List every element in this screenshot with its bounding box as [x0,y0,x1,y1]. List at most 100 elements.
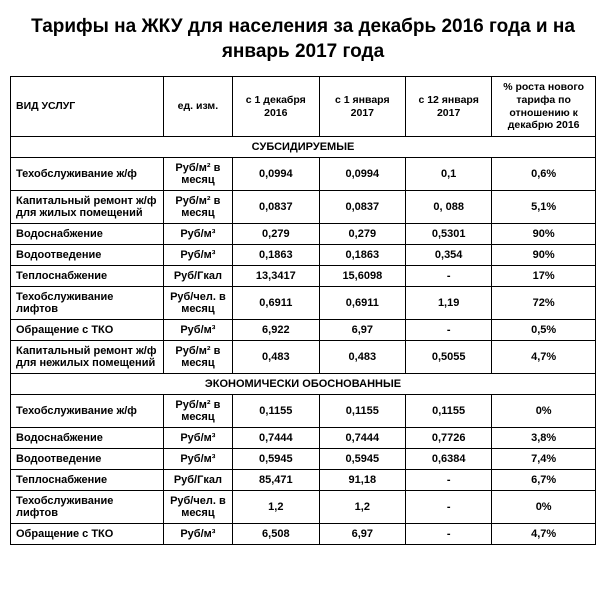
cell-dec2016: 0,5945 [233,448,320,469]
cell-unit: Руб/м³ [163,244,232,265]
cell-jan12-2017: 0,7726 [406,427,492,448]
cell-jan2017: 0,7444 [319,427,405,448]
table-row: ВодоотведениеРуб/м³0,18630,18630,35490% [11,244,596,265]
table-row: ВодоотведениеРуб/м³0,59450,59450,63847,4… [11,448,596,469]
cell-jan2017: 0,0837 [319,190,405,223]
cell-dec2016: 0,6911 [233,286,320,319]
cell-service: Техобслуживание лифтов [11,490,164,523]
cell-jan12-2017: 0,5055 [406,340,492,373]
cell-growth: 3,8% [492,427,596,448]
cell-growth: 5,1% [492,190,596,223]
cell-growth: 0,6% [492,157,596,190]
cell-growth: 7,4% [492,448,596,469]
header-service: ВИД УСЛУГ [11,77,164,136]
cell-jan2017: 0,279 [319,223,405,244]
cell-jan2017: 6,97 [319,319,405,340]
cell-unit: Руб/м² в месяц [163,157,232,190]
cell-jan12-2017: - [406,319,492,340]
tariff-table: ВИД УСЛУГ ед. изм. с 1 декабря 2016 с 1 … [10,76,596,544]
cell-jan2017: 0,483 [319,340,405,373]
cell-jan12-2017: 0,1 [406,157,492,190]
cell-jan12-2017: 0, 088 [406,190,492,223]
table-row: Техобслуживание лифтовРуб/чел. в месяц1,… [11,490,596,523]
header-jan12-2017: с 12 января 2017 [406,77,492,136]
header-jan2017: с 1 января 2017 [319,77,405,136]
table-body: СУБСИДИРУЕМЫЕТехобслуживание ж/фРуб/м² в… [11,136,596,544]
cell-growth: 90% [492,223,596,244]
table-header-row: ВИД УСЛУГ ед. изм. с 1 декабря 2016 с 1 … [11,77,596,136]
cell-dec2016: 0,7444 [233,427,320,448]
cell-dec2016: 13,3417 [233,265,320,286]
cell-jan2017: 0,1155 [319,394,405,427]
cell-jan2017: 0,0994 [319,157,405,190]
table-row: Техобслуживание лифтовРуб/чел. в месяц0,… [11,286,596,319]
table-row: Капитальный ремонт ж/ф для нежилых помещ… [11,340,596,373]
page-title: Тарифы на ЖКУ для населения за декабрь 2… [10,15,596,64]
table-row: Капитальный ремонт ж/ф для жилых помещен… [11,190,596,223]
cell-service: Водоотведение [11,448,164,469]
cell-growth: 0% [492,394,596,427]
cell-growth: 90% [492,244,596,265]
cell-jan2017: 91,18 [319,469,405,490]
cell-unit: Руб/Гкал [163,265,232,286]
table-row: ВодоснабжениеРуб/м³0,2790,2790,530190% [11,223,596,244]
table-row: Обращение с ТКОРуб/м³6,9226,97-0,5% [11,319,596,340]
section-label: ЭКОНОМИЧЕСКИ ОБОСНОВАННЫЕ [11,373,596,394]
cell-service: Капитальный ремонт ж/ф для нежилых помещ… [11,340,164,373]
cell-service: Водоснабжение [11,223,164,244]
table-row: ТеплоснабжениеРуб/Гкал13,341715,6098-17% [11,265,596,286]
cell-service: Техобслуживание лифтов [11,286,164,319]
cell-growth: 0,5% [492,319,596,340]
cell-service: Водоснабжение [11,427,164,448]
cell-jan12-2017: 1,19 [406,286,492,319]
cell-dec2016: 6,922 [233,319,320,340]
cell-service: Обращение с ТКО [11,523,164,544]
section-row: ЭКОНОМИЧЕСКИ ОБОСНОВАННЫЕ [11,373,596,394]
cell-jan12-2017: - [406,265,492,286]
cell-growth: 0% [492,490,596,523]
cell-unit: Руб/м³ [163,448,232,469]
cell-jan2017: 6,97 [319,523,405,544]
cell-jan12-2017: 0,354 [406,244,492,265]
cell-dec2016: 0,0837 [233,190,320,223]
cell-unit: Руб/м³ [163,427,232,448]
cell-growth: 6,7% [492,469,596,490]
table-row: ТеплоснабжениеРуб/Гкал85,47191,18-6,7% [11,469,596,490]
cell-jan2017: 1,2 [319,490,405,523]
cell-dec2016: 0,0994 [233,157,320,190]
cell-jan2017: 0,1863 [319,244,405,265]
cell-dec2016: 0,279 [233,223,320,244]
cell-unit: Руб/Гкал [163,469,232,490]
cell-service: Обращение с ТКО [11,319,164,340]
cell-service: Техобслуживание ж/ф [11,394,164,427]
table-row: ВодоснабжениеРуб/м³0,74440,74440,77263,8… [11,427,596,448]
cell-unit: Руб/м³ [163,319,232,340]
cell-jan2017: 15,6098 [319,265,405,286]
cell-growth: 4,7% [492,340,596,373]
header-dec2016: с 1 декабря 2016 [233,77,320,136]
section-row: СУБСИДИРУЕМЫЕ [11,136,596,157]
cell-growth: 4,7% [492,523,596,544]
cell-service: Техобслуживание ж/ф [11,157,164,190]
cell-dec2016: 0,1863 [233,244,320,265]
cell-growth: 17% [492,265,596,286]
cell-unit: Руб/м² в месяц [163,394,232,427]
cell-service: Капитальный ремонт ж/ф для жилых помещен… [11,190,164,223]
cell-jan2017: 0,5945 [319,448,405,469]
cell-service: Теплоснабжение [11,265,164,286]
cell-jan12-2017: - [406,469,492,490]
cell-dec2016: 0,1155 [233,394,320,427]
cell-unit: Руб/м² в месяц [163,190,232,223]
cell-jan12-2017: 0,5301 [406,223,492,244]
cell-unit: Руб/м³ [163,523,232,544]
cell-dec2016: 1,2 [233,490,320,523]
cell-growth: 72% [492,286,596,319]
cell-dec2016: 85,471 [233,469,320,490]
cell-unit: Руб/м² в месяц [163,340,232,373]
cell-unit: Руб/чел. в месяц [163,286,232,319]
section-label: СУБСИДИРУЕМЫЕ [11,136,596,157]
header-growth: % роста нового тарифа по отношению к дек… [492,77,596,136]
cell-jan12-2017: 0,1155 [406,394,492,427]
cell-unit: Руб/м³ [163,223,232,244]
cell-service: Водоотведение [11,244,164,265]
